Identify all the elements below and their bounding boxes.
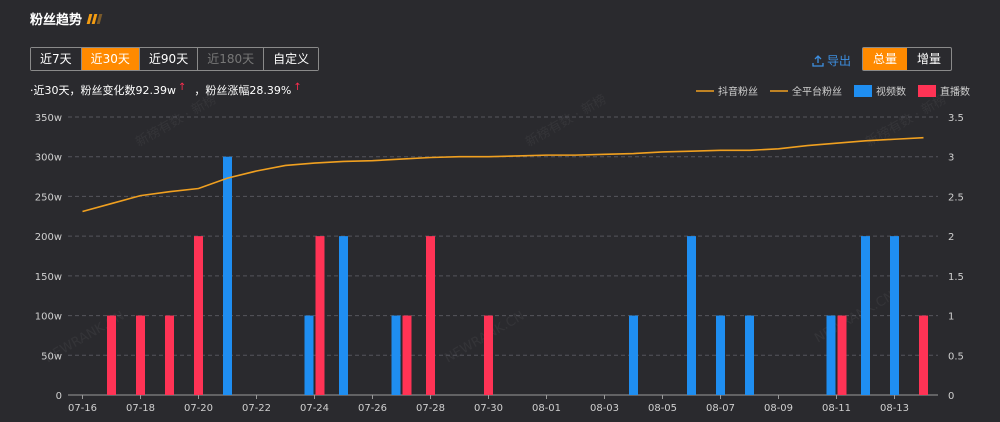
y-left-tick-label: 100w (35, 312, 62, 323)
y-left-tick-label: 200w (35, 232, 62, 243)
x-tick-label: 08-03 (590, 403, 619, 414)
x-tick-label: 08-09 (764, 403, 793, 414)
x-tick-label: 07-22 (242, 403, 271, 414)
tab-180-days[interactable]: 近180天 (198, 48, 265, 70)
video-count-bar (890, 236, 899, 395)
summary-line: ·近30天，粉丝变化数 92.39w ↑ ，粉丝涨幅 28.39% ↑ (30, 82, 310, 98)
legend-label: 抖音粉丝 (718, 85, 758, 98)
x-tick-label: 07-28 (416, 403, 445, 414)
fans-line (82, 136, 924, 213)
video-count-bar (223, 156, 232, 395)
x-tick-label: 07-18 (126, 403, 155, 414)
summary-prefix: ·近30天，粉丝变化数 (30, 84, 136, 97)
video-count-bar (339, 236, 348, 395)
legend-label: 视频数 (876, 85, 906, 98)
range-tabs: 近7天 近30天 近90天 近180天 自定义 (30, 47, 320, 71)
video-count-bar (826, 315, 836, 395)
x-tick-label: 08-05 (648, 403, 677, 414)
legend-bar-swatch (918, 85, 936, 97)
legend-bar-swatch (854, 85, 872, 97)
video-count-bar (745, 315, 754, 395)
video-count-bar (391, 315, 401, 395)
summary-growth-value: 28.39% (249, 83, 292, 97)
x-tick-label: 07-26 (358, 403, 387, 414)
x-tick-label: 08-07 (706, 403, 735, 414)
video-count-bar (687, 236, 696, 395)
summary-change-value: 92.39w (135, 83, 177, 97)
y-right-tick-label: 3.5 (948, 113, 964, 124)
video-count-bar (304, 315, 314, 395)
y-right-tick-label: 1.5 (948, 272, 964, 283)
legend-label: 直播数 (940, 85, 970, 98)
export-icon (812, 54, 824, 67)
mode-tabs: 总量 增量 (862, 47, 952, 71)
y-left-tick-label: 300w (35, 153, 62, 164)
live-count-bar (107, 315, 116, 395)
y-left-tick-label: 150w (35, 272, 62, 283)
video-count-bar (629, 315, 638, 395)
y-right-tick-label: 0 (948, 391, 954, 402)
tab-30-days[interactable]: 近30天 (81, 48, 140, 70)
page-title: 粉丝趋势 (30, 13, 83, 28)
tab-90-days[interactable]: 近90天 (139, 48, 199, 70)
export-button[interactable]: 导出 (812, 52, 851, 69)
x-tick-label: 07-20 (184, 403, 213, 414)
y-right-tick-label: 0.5 (948, 351, 964, 362)
summary-growth-label: ，粉丝涨幅 (194, 84, 250, 97)
live-count-bar (315, 236, 325, 395)
video-count-bar (716, 315, 725, 395)
up-arrow-icon: ↑ (178, 81, 187, 93)
live-count-bar (165, 315, 174, 395)
y-left-tick-label: 250w (35, 192, 62, 203)
legend-label: 全平台粉丝 (792, 85, 842, 98)
x-tick-label: 07-30 (474, 403, 503, 414)
live-count-bar (426, 236, 435, 395)
export-label: 导出 (827, 54, 852, 68)
y-right-tick-label: 2 (948, 232, 954, 243)
x-tick-label: 07-16 (68, 403, 97, 414)
live-count-bar (919, 315, 928, 395)
live-count-bar (837, 315, 847, 395)
chart-header: 粉丝趋势 (30, 9, 103, 28)
y-left-tick-label: 350w (35, 113, 62, 124)
y-left-tick-label: 50w (41, 351, 62, 362)
tab-increment[interactable]: 增量 (916, 52, 941, 66)
x-tick-label: 08-11 (822, 403, 851, 414)
tab-total[interactable]: 总量 (863, 48, 907, 70)
live-count-bar (402, 315, 412, 395)
video-count-bar (861, 236, 870, 395)
live-count-bar (194, 236, 203, 395)
live-count-bar (136, 315, 145, 395)
x-tick-label: 08-01 (532, 403, 561, 414)
y-right-tick-label: 1 (948, 312, 954, 323)
y-right-tick-label: 2.5 (948, 192, 964, 203)
tab-custom[interactable]: 自定义 (264, 48, 319, 70)
x-tick-label: 08-13 (880, 403, 909, 414)
x-tick-label: 07-24 (300, 403, 329, 414)
live-count-bar (484, 315, 493, 395)
up-arrow-icon: ↑ (293, 81, 302, 93)
y-left-tick-label: 0 (56, 391, 62, 402)
y-right-tick-label: 3 (948, 153, 954, 164)
tab-7-days[interactable]: 近7天 (31, 48, 82, 70)
